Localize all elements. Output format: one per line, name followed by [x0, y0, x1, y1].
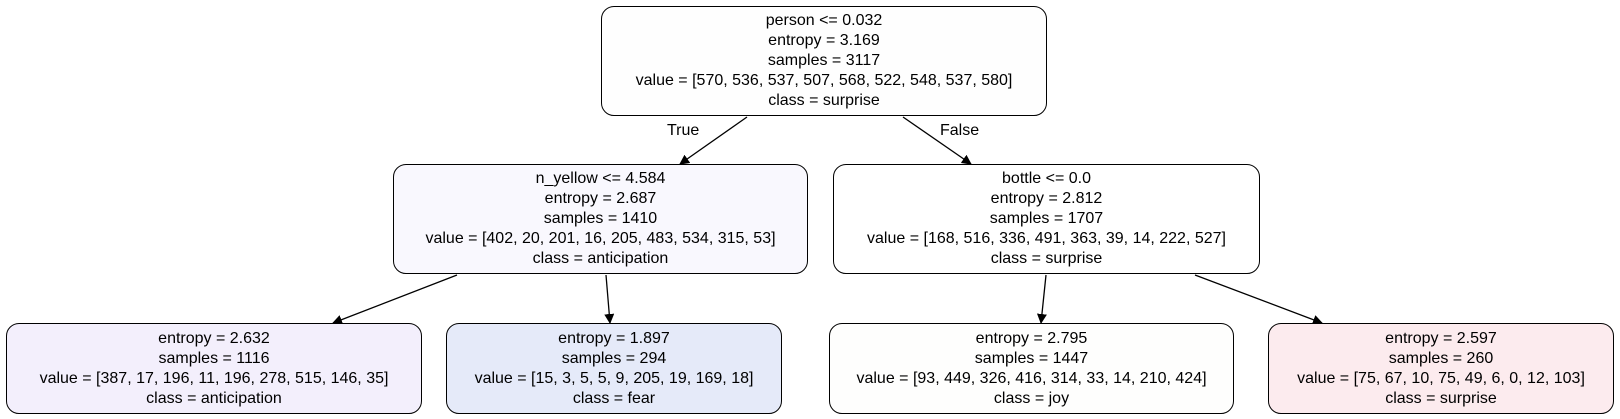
node-text-line: samples = 3117 — [767, 52, 881, 69]
node-text-line: class = surprise — [990, 250, 1103, 267]
edge-arrow-right-rl — [1036, 274, 1047, 324]
node-text-line: entropy = 2.812 — [990, 190, 1103, 207]
node-text-line: bottle <= 0.0 — [1002, 170, 1091, 187]
edge-arrow-left-ll — [332, 274, 458, 325]
node-text-line: class = fear — [572, 389, 656, 407]
tree-node-rl: entropy = 2.795 samples = 1447 value = [93… — [829, 323, 1234, 414]
node-text-line: entropy = 3.169 — [768, 32, 880, 49]
edge-arrow-root-right — [902, 116, 972, 165]
node-text-line: entropy = 1.897 — [558, 329, 670, 347]
edge-arrow-root-left — [679, 116, 748, 165]
edge-arrow-left-lr — [604, 274, 615, 324]
node-text-line: value = [15, 3, 5, 5, 9, 205, 19, 169, 1… — [474, 369, 754, 387]
node-text-line: value = [402, 20, 201, 16, 205, 483, 534… — [425, 230, 776, 247]
node-text-line: value = [570, 536, 537, 507, 568, 522, 5… — [635, 72, 1013, 89]
node-text-line: class = joy — [993, 389, 1070, 407]
node-text-line: class = anticipation — [146, 389, 282, 407]
tree-node-lr: entropy = 1.897 samples = 294 value = [15,… — [446, 323, 782, 414]
node-text-line: n_yellow <= 4.584 — [535, 170, 666, 187]
node-text-line: person <= 0.032 — [765, 12, 883, 29]
node-text-line: value = [387, 17, 196, 11, 196, 278, 515… — [39, 369, 389, 387]
edge-label-true: True — [667, 122, 700, 139]
edge-arrow-right-rr — [1194, 274, 1323, 325]
tree-node-left: n_yellow <= 4.584 entropy = 2.687 samples … — [393, 164, 808, 274]
tree-node-right: bottle <= 0.0 entropy = 2.812 samples = 17… — [833, 164, 1260, 274]
node-text-line: class = surprise — [768, 92, 880, 109]
node-text-line: samples = 1447 — [974, 349, 1089, 367]
tree-node-rr: entropy = 2.597 samples = 260 value = [75,… — [1268, 323, 1614, 414]
node-text-line: entropy = 2.597 — [1385, 329, 1497, 347]
node-text-line: samples = 1116 — [158, 349, 270, 367]
node-text-line: value = [75, 67, 10, 75, 49, 6, 0, 12, 1… — [1297, 369, 1585, 387]
node-text-line: samples = 1707 — [989, 210, 1104, 227]
edge-label-false: False — [940, 122, 980, 139]
node-text-line: entropy = 2.632 — [158, 329, 270, 347]
node-text-line: samples = 294 — [561, 349, 667, 367]
node-text-line: entropy = 2.795 — [975, 329, 1088, 347]
node-text-line: samples = 260 — [1388, 349, 1494, 367]
node-text-line: samples = 1410 — [543, 210, 658, 227]
tree-node-ll: entropy = 2.632 samples = 1116 value = [38… — [6, 323, 422, 414]
node-text-line: value = [93, 449, 326, 416, 314, 33, 14,… — [856, 369, 1207, 387]
node-text-line: class = anticipation — [532, 250, 669, 267]
node-text-line: class = surprise — [1385, 389, 1497, 407]
node-text-line: entropy = 2.687 — [544, 190, 657, 207]
node-text-line: value = [168, 516, 336, 491, 363, 39, 14… — [867, 230, 1226, 247]
tree-node-root: person <= 0.032 entropy = 3.169 samples = … — [601, 6, 1047, 116]
